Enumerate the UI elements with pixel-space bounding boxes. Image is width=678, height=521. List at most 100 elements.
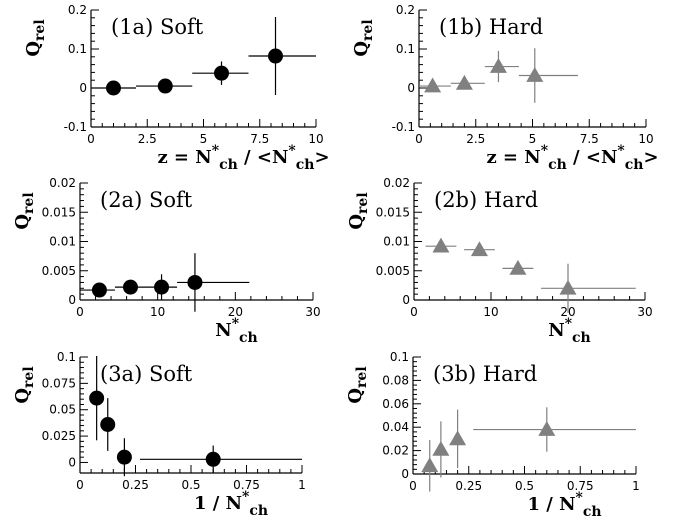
circle-marker <box>205 451 221 467</box>
circle-marker <box>154 279 170 295</box>
y-tick-label: 0.1 <box>390 350 409 364</box>
x-tick-label: 0 <box>409 479 417 493</box>
y-tick-label: 0.02 <box>383 176 410 190</box>
y-tick-label: 0.2 <box>396 3 415 17</box>
panel-title: (3a) Soft <box>100 362 193 386</box>
x-tick-label: 10 <box>483 305 498 319</box>
y-tick-label: 0.1 <box>396 42 415 56</box>
x-tick-label: 2.5 <box>138 132 157 146</box>
circle-marker <box>157 78 173 94</box>
x-axis-label: 1 / N*ch <box>527 490 601 520</box>
circle-marker <box>116 449 132 465</box>
triangle-marker <box>559 279 577 295</box>
data-point <box>432 421 450 478</box>
panel-title: (2b) Hard <box>434 188 538 212</box>
y-tick-label: 0.02 <box>49 176 76 190</box>
data-point <box>450 74 485 90</box>
triangle-marker <box>455 74 473 90</box>
x-tick-label: 0 <box>415 132 423 146</box>
x-tick-label: 0.25 <box>455 479 482 493</box>
data-point <box>116 438 132 477</box>
y-tick-label: 0.005 <box>42 264 76 278</box>
y-tick-label: 0 <box>68 293 76 307</box>
data-point <box>449 409 467 469</box>
circle-marker <box>268 48 283 64</box>
x-axis-label: z = N*ch / <N*ch> <box>157 143 329 173</box>
data-point <box>136 78 193 94</box>
triangle-marker <box>489 58 507 73</box>
x-tick-label: 0.5 <box>181 478 200 492</box>
x-tick-label: 0 <box>410 305 418 319</box>
circle-marker <box>89 390 105 406</box>
circle-marker <box>100 416 116 432</box>
y-tick-label: 0.01 <box>49 235 76 249</box>
y-tick-label: 0 <box>79 81 87 95</box>
y-tick-label: 0.02 <box>382 444 409 458</box>
y-tick-label: 0.015 <box>376 205 410 219</box>
y-tick-label: 0.025 <box>42 429 76 443</box>
triangle-marker <box>538 421 556 436</box>
data-point <box>419 77 451 93</box>
y-tick-label: 0.08 <box>382 373 409 387</box>
x-tick-label: 30 <box>637 305 652 319</box>
y-tick-label: -0.1 <box>392 120 415 134</box>
x-axis-label: N*ch <box>548 316 590 346</box>
data-point <box>146 274 178 300</box>
circle-marker <box>187 274 203 290</box>
y-tick-label: 0.005 <box>376 264 410 278</box>
y-tick-label: -0.1 <box>64 120 87 134</box>
data-point <box>248 17 316 96</box>
triangle-marker <box>424 77 442 93</box>
y-tick-label: 0.05 <box>49 403 76 417</box>
y-axis-label: Qrel <box>23 19 48 56</box>
y-tick-label: 0.06 <box>382 397 409 411</box>
y-axis-label: Qrel <box>345 366 370 403</box>
circle-marker <box>122 279 138 295</box>
x-tick-label: 5 <box>529 132 537 146</box>
x-tick-label: 20 <box>228 305 243 319</box>
x-tick-label: 1 <box>298 478 306 492</box>
x-tick-label: 30 <box>305 305 320 319</box>
y-tick-label: 0.1 <box>68 42 87 56</box>
panel-title: (3b) Hard <box>433 362 537 386</box>
data-point <box>80 282 115 298</box>
x-tick-label: 0.25 <box>122 478 149 492</box>
x-tick-label: 0 <box>76 478 84 492</box>
x-tick-label: 10 <box>150 305 165 319</box>
data-point <box>91 80 136 96</box>
x-tick-label: 1 <box>632 479 640 493</box>
triangle-marker <box>432 440 450 456</box>
data-point <box>192 61 249 85</box>
y-axis-label: Qrel <box>12 366 37 403</box>
triangle-marker <box>526 67 544 82</box>
panel-title: (1a) Soft <box>111 15 204 39</box>
y-tick-label: 0.015 <box>42 205 76 219</box>
data-point <box>425 237 457 253</box>
x-axis-label: N*ch <box>215 316 257 346</box>
triangle-marker <box>449 430 467 446</box>
data-point <box>89 355 105 441</box>
circle-marker <box>91 282 107 298</box>
x-tick-label: 5 <box>200 132 208 146</box>
y-axis-label: Qrel <box>346 192 371 229</box>
y-tick-label: 0 <box>402 293 410 307</box>
data-point <box>421 440 439 492</box>
data-point <box>541 263 636 313</box>
data-point <box>518 48 578 103</box>
x-tick-label: 2.5 <box>466 132 485 146</box>
data-point <box>502 259 534 275</box>
y-tick-label: 0.01 <box>383 235 410 249</box>
data-point <box>139 445 302 473</box>
x-tick-label: 7.5 <box>250 132 269 146</box>
x-tick-label: 7.5 <box>580 132 599 146</box>
y-tick-label: 0.04 <box>382 420 409 434</box>
y-tick-label: 0 <box>407 81 415 95</box>
y-tick-label: 0 <box>401 467 409 481</box>
circle-marker <box>214 65 229 81</box>
x-tick-label: 0.5 <box>515 479 534 493</box>
y-axis-label: Qrel <box>12 192 37 229</box>
x-tick-label: 0.75 <box>233 478 260 492</box>
